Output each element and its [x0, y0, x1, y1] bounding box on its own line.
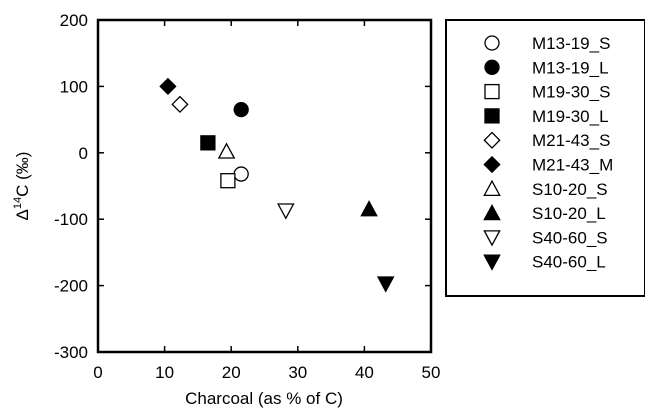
y-tick-label: -100 [54, 210, 88, 229]
x-tick-label: 30 [288, 363, 307, 382]
legend-item: S10-20_S [483, 179, 608, 199]
legend-item: S10-20_L [483, 204, 606, 223]
legend-item: M13-19_S [484, 34, 610, 53]
y-tick-label: -200 [54, 277, 88, 296]
legend-label: M13-19_S [532, 34, 610, 53]
legend-marker [483, 230, 501, 247]
legend-marker [483, 204, 501, 221]
legend-marker [484, 108, 500, 124]
x-tick-label: 0 [93, 363, 102, 382]
legend-frame [445, 19, 645, 297]
point-s40-60-s [277, 203, 295, 220]
legend-item: M21-43_S [483, 131, 610, 150]
legend-marker [483, 254, 501, 271]
point-s10-20-s [217, 142, 236, 159]
plot-frame [96, 18, 433, 354]
point-m21-43-m [159, 77, 177, 96]
legend-item: S40-60_L [483, 253, 606, 272]
point-s40-60-l [376, 276, 395, 293]
x-tick-label: 10 [155, 363, 174, 382]
legend-marker [483, 131, 501, 149]
point-m21-43-s [171, 95, 189, 113]
legend-label: S10-20_L [532, 204, 606, 223]
x-tick-label: 40 [355, 363, 374, 382]
legend-label: M19-30_S [532, 83, 610, 102]
y-tick-label: 100 [60, 77, 88, 96]
legend-marker [484, 83, 500, 100]
legend-item: M19-30_S [484, 83, 610, 102]
legend-label: M21-43_S [532, 131, 610, 150]
legend-item: S40-60_S [483, 228, 608, 247]
legend-marker [484, 59, 500, 75]
legend-label: M13-19_L [532, 58, 609, 77]
y-axis-title: Δ14C (‰) [12, 152, 32, 221]
point-s10-20-l [360, 200, 378, 217]
point-m19-30-s [220, 173, 236, 189]
legend-marker [483, 155, 501, 174]
x-tick-label: 20 [222, 363, 241, 382]
legend-item: M19-30_L [484, 107, 609, 126]
legend-label: S40-60_L [532, 253, 606, 272]
legend: M13-19_S M13-19_L M19-30_S M19-30_L M21-43_S… [483, 34, 613, 272]
x-axis-title: Charcoal (as % of C) [185, 389, 343, 408]
x-axis: 0 10 20 30 40 50 [93, 20, 440, 382]
legend-label: M21-43_M [532, 156, 613, 175]
point-m19-30-l [200, 135, 216, 151]
y-axis: -300 -200 -100 0 100 200 [54, 11, 431, 362]
point-m13-19-s [233, 166, 249, 182]
legend-label: S10-20_S [532, 180, 608, 199]
y-tick-label: 200 [60, 11, 88, 30]
y-tick-label: 0 [79, 144, 88, 163]
legend-label: S40-60_S [532, 228, 608, 247]
legend-marker [484, 35, 500, 51]
legend-item: M13-19_L [484, 58, 609, 77]
legend-label: M19-30_L [532, 107, 609, 126]
point-m13-19-l [233, 101, 249, 118]
x-tick-label: 50 [422, 363, 441, 382]
data-points [159, 77, 395, 293]
legend-marker [483, 179, 501, 196]
legend-item: M21-43_M [483, 155, 613, 175]
y-tick-label: -300 [54, 343, 88, 362]
